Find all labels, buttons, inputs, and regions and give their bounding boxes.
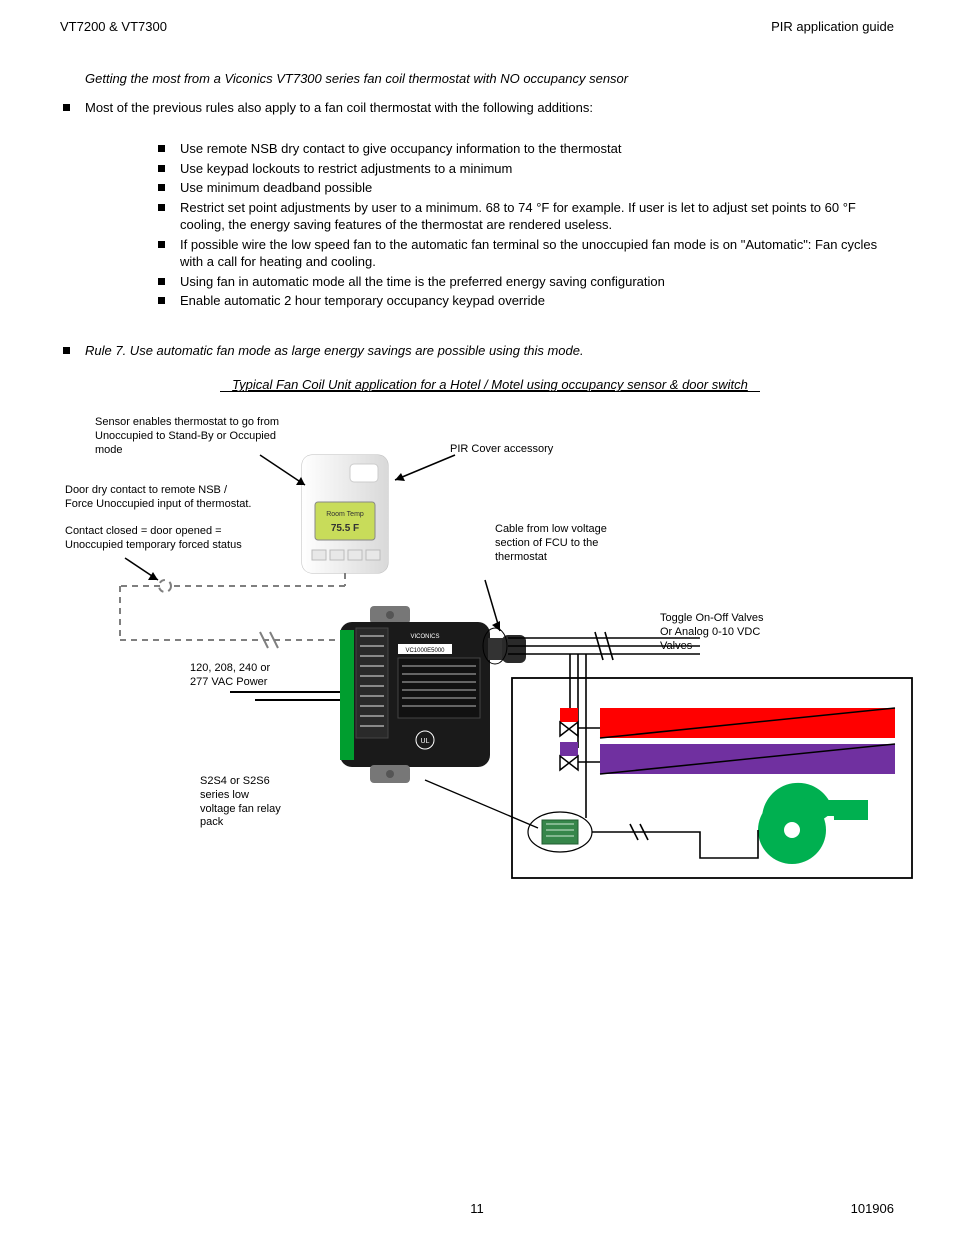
bullet-1: Use remote NSB dry contact to give occup… (180, 140, 878, 158)
label-pir-cover: PIR Cover accessory (450, 442, 553, 457)
footer-rev: 101906 (851, 1200, 894, 1218)
arrow-door-contact (125, 558, 158, 580)
controller: VICONICS VC1000E5000 UL (340, 606, 526, 783)
rule-line: Rule 7. Use automatic fan mode as large … (85, 342, 885, 360)
svg-text:UL: UL (421, 738, 430, 745)
label-power: 120, 208, 240 or 277 VAC Power (190, 662, 310, 690)
arrow-cable-label (485, 580, 500, 631)
bullet-icon (158, 297, 165, 304)
label-cable: Cable from low voltage section of FCU to… (495, 523, 645, 564)
bullet-icon (158, 184, 165, 191)
arrow-pir-to-thermostat (395, 455, 455, 481)
bullet-icon (158, 241, 165, 248)
svg-text:VC1000E5000: VC1000E5000 (405, 648, 445, 654)
bullet-2: Use keypad lockouts to restrict adjustme… (180, 160, 878, 178)
bullet-6: Using fan in automatic mode all the time… (180, 273, 878, 291)
label-relay: S2S4 or S2S6 series low voltage fan rela… (200, 775, 320, 830)
heat-valve (560, 708, 600, 736)
bullet-outer-1 (63, 104, 70, 111)
bullet-icon (158, 145, 165, 152)
bullet-icon (158, 204, 165, 211)
bullet-icon (158, 278, 165, 285)
fan-icon (758, 783, 868, 864)
thermostat: Room Temp 75.5 F (302, 455, 388, 573)
bullet-7: Enable automatic 2 hour temporary occupa… (180, 292, 878, 310)
controller-to-relay-line (425, 780, 538, 828)
power-lines (230, 692, 340, 700)
svg-text:75.5 F: 75.5 F (331, 523, 359, 534)
relay-to-fan-wire (592, 824, 758, 858)
bullet-outer-2 (63, 347, 70, 354)
bullet-5: If possible wire the low speed fan to th… (180, 236, 878, 271)
label-door: Door dry contact to remote NSB / Force U… (65, 484, 295, 553)
label-toggle-valves: Toggle On-Off Valves Or Analog 0-10 VDC … (660, 612, 820, 653)
bullet-4: Restrict set point adjustments by user t… (180, 199, 878, 234)
label-sensor: Sensor enables thermostat to go from Uno… (95, 416, 295, 457)
bullet-list: Use remote NSB dry contact to give occup… (158, 140, 878, 312)
dashed-wire (120, 573, 345, 648)
svg-text:Room Temp: Room Temp (326, 511, 364, 518)
cool-valve (560, 742, 600, 770)
bullet-icon (158, 165, 165, 172)
footer-page: 11 (0, 1200, 954, 1218)
system-diagram: Room Temp 75.5 F (0, 400, 954, 910)
intro-line: Getting the most from a Viconics VT7300 … (85, 70, 628, 88)
body-text: Most of the previous rules also apply to… (85, 99, 885, 117)
rule-title: Typical Fan Coil Unit application for a … (220, 376, 760, 394)
arrow-sensor-to-thermostat (260, 455, 305, 485)
bullet-3: Use minimum deadband possible (180, 179, 878, 197)
svg-text:VICONICS: VICONICS (410, 634, 439, 640)
header-left: VT7200 & VT7300 (60, 18, 167, 36)
header-right: PIR application guide (771, 18, 894, 36)
